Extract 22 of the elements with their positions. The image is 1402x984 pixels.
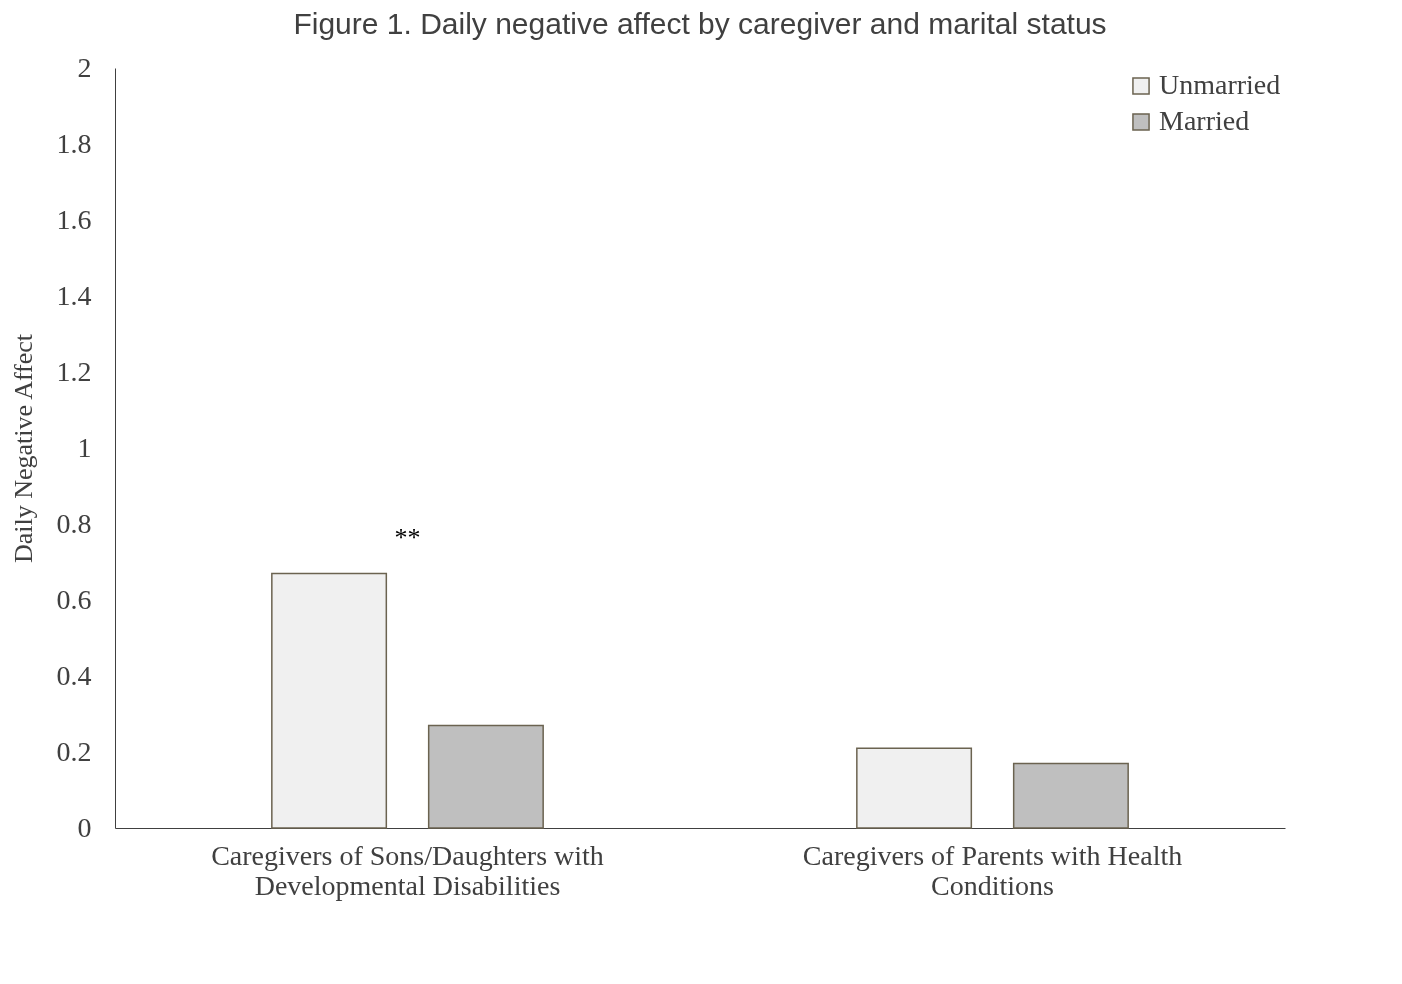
x-tick-label: Caregivers of Parents with Health Conditions bbox=[802, 839, 1183, 901]
y-tick-label: 2 bbox=[77, 51, 92, 83]
y-tick-label: 1.2 bbox=[56, 355, 92, 387]
legend-label: Married bbox=[1159, 105, 1250, 136]
y-tick-label: 1.8 bbox=[56, 127, 92, 159]
y-tick-label: 0.8 bbox=[56, 507, 92, 539]
y-tick-label: 0 bbox=[77, 811, 92, 843]
bar bbox=[856, 747, 973, 829]
y-tick-label: 0.2 bbox=[56, 735, 92, 767]
bar bbox=[271, 572, 388, 829]
bar bbox=[1012, 762, 1129, 829]
y-tick-label: 0.6 bbox=[56, 583, 92, 615]
legend-label: Unmarried bbox=[1159, 69, 1281, 100]
bar bbox=[427, 724, 544, 829]
chart-title: Figure 1. Daily negative affect by caregiver and marital status bbox=[293, 7, 1107, 40]
y-tick-label: 1.4 bbox=[56, 279, 92, 311]
y-tick-label: 0.4 bbox=[56, 659, 92, 691]
y-tick-label: 1 bbox=[77, 431, 92, 463]
x-tick-label: Caregivers of Sons/Daughters with Developmental Disabilities bbox=[211, 839, 604, 901]
y-tick-label: 1.6 bbox=[56, 203, 92, 235]
y-axis-title: Daily Negative Affect bbox=[8, 333, 38, 564]
annotation: ** bbox=[394, 523, 421, 552]
